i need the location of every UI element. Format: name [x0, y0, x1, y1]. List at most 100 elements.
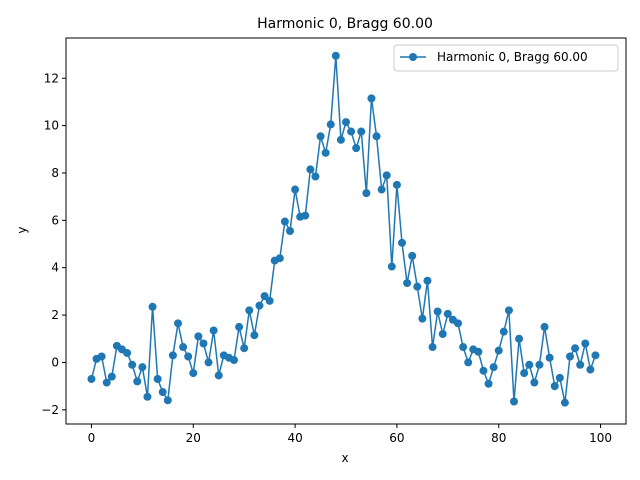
data-point — [255, 301, 264, 310]
data-point — [591, 351, 600, 360]
data-point — [443, 309, 452, 318]
data-point — [586, 365, 595, 374]
y-axis-label: y — [15, 226, 29, 233]
data-point — [372, 132, 381, 141]
legend-entry-label: Harmonic 0, Bragg 60.00 — [437, 50, 588, 64]
x-tick-label: 40 — [287, 431, 302, 445]
x-tick-label: 80 — [491, 431, 506, 445]
data-point — [153, 375, 162, 384]
data-point — [97, 352, 106, 361]
data-point — [428, 343, 437, 352]
data-point — [560, 398, 569, 407]
data-point — [382, 171, 391, 180]
data-point — [454, 319, 462, 328]
data-point — [545, 353, 554, 362]
data-point — [413, 282, 422, 291]
chart-title: Harmonic 0, Bragg 60.00 — [257, 16, 433, 32]
data-point — [189, 369, 198, 378]
legend-marker-swatch — [409, 53, 417, 61]
data-point — [555, 373, 564, 382]
data-point — [423, 276, 432, 285]
data-point — [489, 363, 498, 372]
data-point — [199, 339, 208, 348]
data-point — [245, 306, 254, 315]
data-point — [576, 360, 585, 369]
data-point — [484, 379, 493, 388]
data-point — [123, 348, 132, 357]
data-point — [331, 51, 340, 60]
data-point — [530, 378, 539, 387]
data-point — [306, 165, 315, 174]
data-point — [128, 360, 137, 369]
data-point — [438, 330, 447, 339]
data-point — [291, 185, 300, 194]
data-point — [464, 358, 473, 367]
data-point — [510, 397, 518, 406]
data-point — [398, 238, 406, 247]
legend-frame — [393, 44, 619, 72]
data-point — [230, 356, 238, 365]
plot-area: 0 20 40 60 80 100 −2 0 2 4 6 8 10 12 — [41, 37, 627, 445]
x-axis-label: x — [341, 451, 348, 465]
data-point — [408, 251, 417, 260]
data-point — [174, 319, 182, 328]
data-point — [179, 343, 188, 352]
data-point — [107, 372, 116, 381]
data-point — [535, 360, 544, 369]
data-point — [275, 254, 284, 263]
data-point — [148, 302, 157, 311]
data-point — [571, 344, 580, 353]
data-point — [479, 366, 488, 375]
data-point — [316, 132, 325, 141]
data-point — [214, 371, 223, 380]
data-point — [138, 363, 147, 372]
y-tick-label: 2 — [51, 308, 59, 322]
legend: Harmonic 0, Bragg 60.00 — [393, 44, 619, 72]
data-point — [286, 227, 294, 235]
data-point — [581, 339, 590, 348]
data-point — [102, 378, 111, 387]
data-point — [474, 347, 483, 356]
y-tick-label: 4 — [51, 261, 59, 275]
data-point — [143, 392, 152, 401]
x-tick-label: 100 — [589, 431, 612, 445]
y-tick-label: 6 — [51, 213, 59, 227]
data-point — [265, 296, 274, 305]
data-point — [326, 120, 335, 129]
x-tick-label: 0 — [88, 431, 96, 445]
data-point — [321, 148, 330, 157]
data-point — [168, 351, 177, 360]
axes-frame — [65, 37, 627, 425]
data-point — [347, 127, 356, 136]
y-tick-label: 10 — [44, 119, 59, 133]
series-line — [90, 55, 597, 404]
data-point — [550, 382, 559, 391]
y-tick-label: 0 — [51, 355, 59, 369]
data-point — [357, 127, 366, 136]
data-point — [133, 377, 142, 386]
data-point — [433, 307, 442, 316]
data-point — [377, 185, 386, 194]
data-point — [540, 322, 549, 331]
data-point — [515, 334, 524, 343]
data-point — [336, 135, 345, 144]
data-point — [301, 211, 310, 220]
y-tick-label: 12 — [44, 71, 59, 85]
y-tick-label: −2 — [41, 403, 59, 417]
data-point — [504, 306, 513, 315]
data-point — [342, 118, 350, 127]
data-point — [459, 343, 468, 352]
data-point — [240, 344, 249, 353]
data-point — [403, 279, 412, 288]
data-point — [250, 331, 259, 340]
data-point — [362, 189, 371, 198]
data-point — [163, 396, 172, 405]
data-point — [194, 332, 203, 341]
x-tick-label: 60 — [389, 431, 404, 445]
data-point — [87, 375, 96, 384]
y-tick-label: 8 — [51, 166, 59, 180]
data-point — [525, 360, 534, 369]
data-point — [520, 369, 529, 378]
